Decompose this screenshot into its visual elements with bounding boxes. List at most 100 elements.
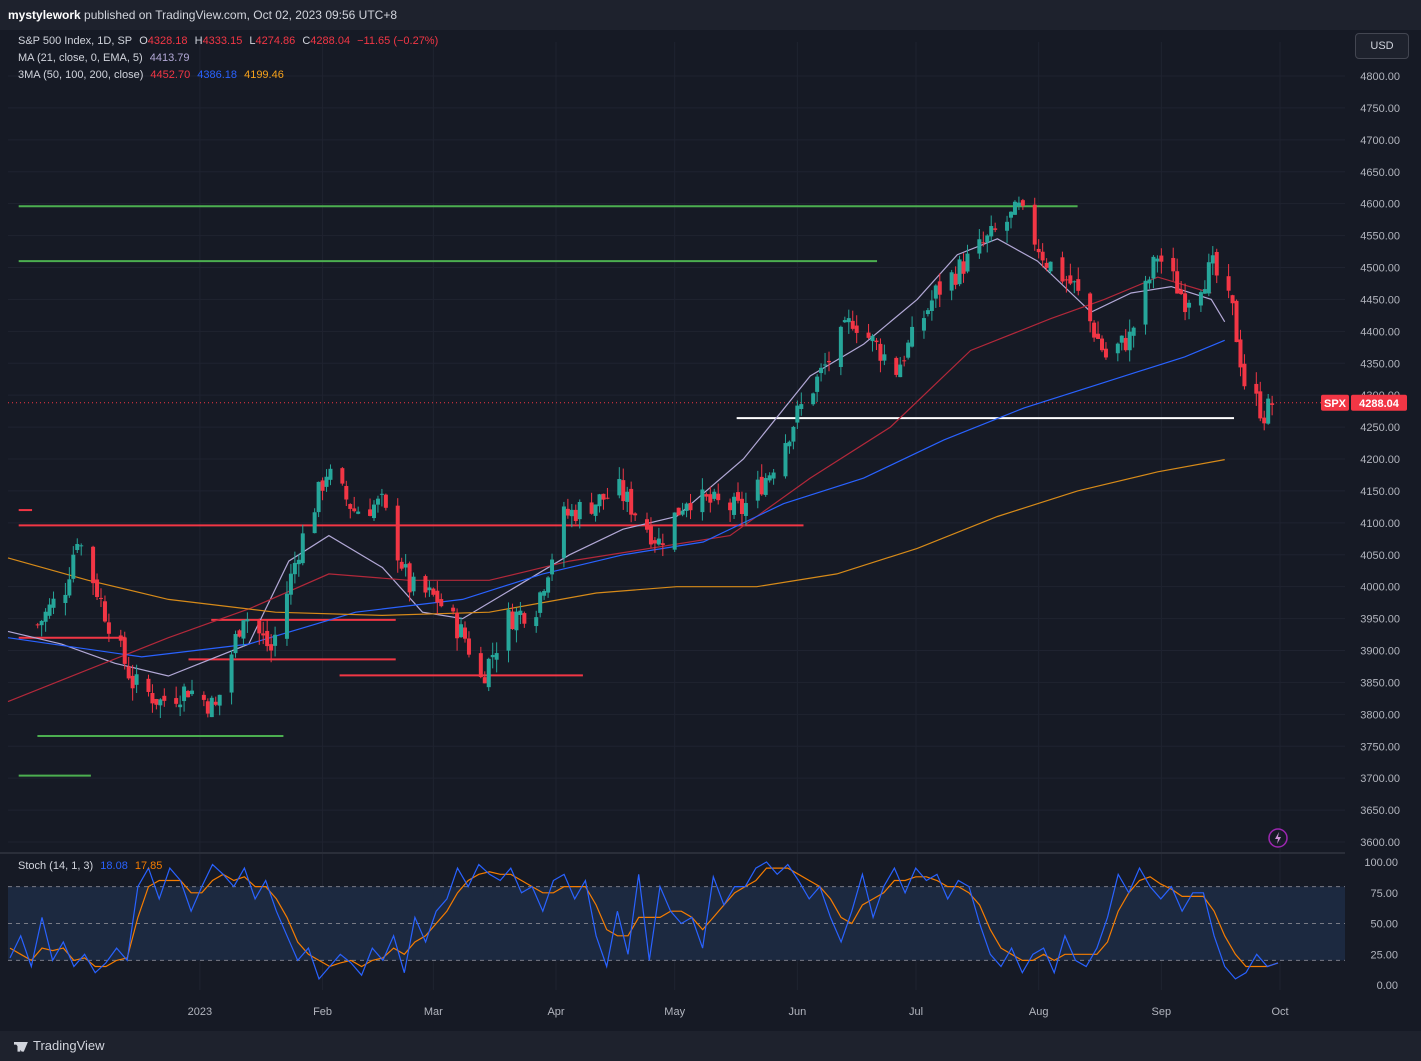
candle-body[interactable] [1012,201,1017,215]
candle-body[interactable] [383,494,388,508]
candle-body[interactable] [546,577,551,593]
candle-body[interactable] [704,494,709,497]
candle-body[interactable] [39,620,44,626]
candle-body[interactable] [217,694,222,706]
candle-body[interactable] [1258,391,1263,419]
candle-body[interactable] [1103,348,1108,358]
candle-body[interactable] [1179,289,1184,295]
candle-body[interactable] [771,472,776,479]
candle-body[interactable] [1092,322,1097,338]
candle-body[interactable] [372,504,376,519]
candle-body[interactable] [660,543,665,545]
candle-body[interactable] [874,340,879,343]
candle-body[interactable] [1187,302,1192,308]
candle-body[interactable] [728,502,733,511]
candle-body[interactable] [122,637,127,664]
candle-body[interactable] [126,666,131,679]
candle-body[interactable] [633,513,638,516]
candle-body[interactable] [977,239,982,254]
candle-body[interactable] [1060,257,1065,282]
candle-body[interactable] [518,610,523,616]
candle-body[interactable] [95,579,100,597]
candle-body[interactable] [427,587,432,591]
candle-body[interactable] [1234,300,1239,343]
candle-body[interactable] [625,491,630,502]
candle-body[interactable] [284,593,289,639]
candle-body[interactable] [648,525,653,545]
candle-body[interactable] [743,503,748,516]
candle-body[interactable] [1171,257,1176,272]
candle-body[interactable] [1119,335,1124,343]
candle-body[interactable] [1127,331,1132,351]
candle-body[interactable] [316,481,321,513]
candle-body[interactable] [344,485,349,500]
candle-body[interactable] [1175,271,1180,294]
candle-body[interactable] [435,590,440,603]
candle-body[interactable] [1159,255,1164,262]
candle-body[interactable] [71,554,76,579]
candle-body[interactable] [838,326,843,367]
candle-body[interactable] [716,493,721,501]
candle-body[interactable] [229,654,234,693]
candle-body[interactable] [99,597,103,599]
candle-body[interactable] [490,654,495,658]
candle-body[interactable] [799,404,804,410]
currency-button[interactable]: USD [1355,33,1409,59]
candle-body[interactable] [961,261,966,274]
candle-body[interactable] [1009,211,1013,218]
candle-body[interactable] [43,611,48,622]
candle-body[interactable] [542,590,547,596]
candle-body[interactable] [1183,293,1188,313]
candle-body[interactable] [154,698,159,705]
candle-body[interactable] [510,611,515,630]
candle-body[interactable] [700,489,705,513]
candle-body[interactable] [63,594,68,603]
candle-body[interactable] [368,509,373,516]
candle-body[interactable] [118,635,123,641]
candle-body[interactable] [51,598,56,608]
candle-body[interactable] [652,540,657,544]
candle-body[interactable] [158,699,163,706]
candle-body[interactable] [375,498,380,505]
candle-body[interactable] [605,497,610,499]
candle-body[interactable] [1096,333,1101,339]
candle-body[interactable] [320,480,325,491]
candle-body[interactable] [146,678,151,692]
candle-body[interactable] [328,468,333,480]
candle-body[interactable] [130,675,135,689]
candle-body[interactable] [645,519,649,530]
candle-body[interactable] [1242,363,1247,387]
candle-body[interactable] [755,479,760,501]
candle-body[interactable] [459,624,464,638]
candle-body[interactable] [340,468,345,484]
candle-body[interactable] [811,393,816,405]
spx-tag-symbol[interactable]: SPX [1324,398,1347,410]
candle-body[interactable] [846,318,851,323]
candle-body[interactable] [106,622,111,634]
candle-body[interactable] [902,360,907,362]
candle-body[interactable] [1143,280,1148,325]
candle-body[interactable] [573,509,578,522]
candle-body[interactable] [1115,343,1120,354]
candle-body[interactable] [182,686,187,702]
candle-body[interactable] [949,272,954,291]
candle-body[interactable] [593,504,598,516]
candle-body[interactable] [190,690,194,695]
candle-body[interactable] [1005,221,1010,231]
candle-body[interactable] [898,364,903,378]
candle-body[interactable] [522,613,527,624]
candle-body[interactable] [1048,261,1053,272]
tradingview-brand[interactable]: TradingView [14,1038,105,1053]
candle-body[interactable] [985,235,990,243]
candle-body[interactable] [1036,248,1041,253]
candle-body[interactable] [1230,295,1235,304]
candle-body[interactable] [1254,383,1259,394]
candle-body[interactable] [1238,339,1243,368]
candle-body[interactable] [1151,256,1156,279]
candle-body[interactable] [213,701,218,705]
candle-body[interactable] [981,242,986,244]
candle-body[interactable] [577,502,582,520]
candle-body[interactable] [67,579,72,596]
candle-body[interactable] [186,690,191,698]
candle-body[interactable] [550,559,555,575]
